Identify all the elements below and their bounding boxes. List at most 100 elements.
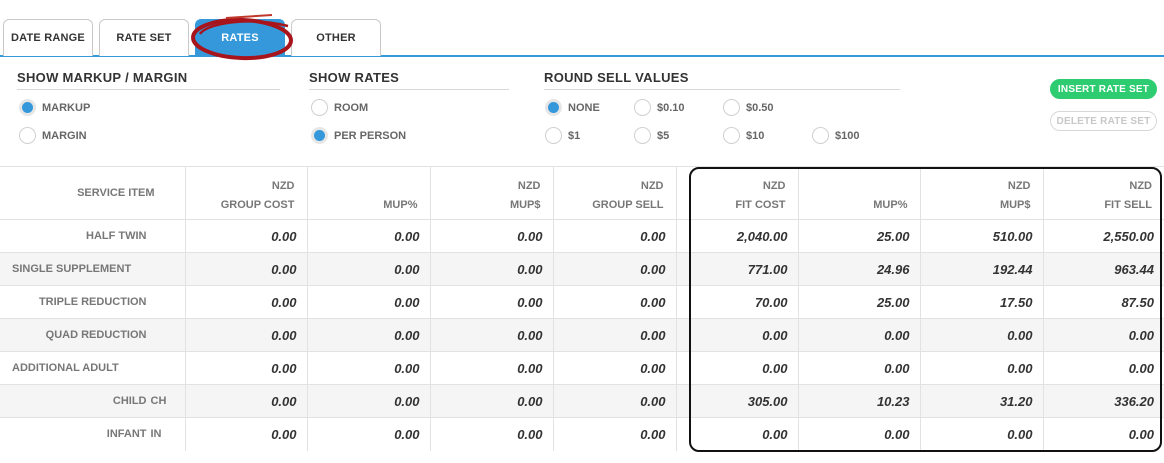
rate-value-cell[interactable]: 0.00 bbox=[675, 318, 798, 352]
rate-value-cell[interactable]: 0.00 bbox=[552, 384, 676, 418]
radio-unselected-icon bbox=[723, 127, 740, 144]
rate-value-cell[interactable]: 0.00 bbox=[184, 252, 307, 286]
rate-value-cell[interactable]: 0.00 bbox=[552, 285, 676, 319]
rate-value-cell[interactable]: 87.50 bbox=[1042, 285, 1164, 319]
tab-rate-set[interactable]: RATE SET bbox=[99, 19, 189, 56]
rate-value-cell[interactable]: 2,550.00 bbox=[1042, 219, 1164, 253]
rate-value-cell[interactable]: 510.00 bbox=[919, 219, 1043, 253]
rate-value-cell[interactable]: 0.00 bbox=[306, 417, 430, 451]
rate-value-cell[interactable]: 0.00 bbox=[552, 351, 676, 385]
rate-value-cell[interactable]: 305.00 bbox=[675, 384, 798, 418]
rate-value-cell[interactable]: 0.00 bbox=[184, 219, 307, 253]
radio-label: $1 bbox=[568, 129, 581, 142]
tab-other[interactable]: OTHER bbox=[291, 19, 381, 56]
rate-value-cell[interactable]: 0.00 bbox=[919, 417, 1043, 451]
rate-value-cell[interactable]: 0.00 bbox=[675, 351, 798, 385]
radio-label: MARGIN bbox=[42, 129, 87, 142]
radio-round-0-10[interactable]: $0.10 bbox=[634, 99, 685, 116]
rate-value-cell[interactable]: 0.00 bbox=[1042, 351, 1164, 385]
service-item-label: ADDITIONAL ADULT bbox=[12, 362, 119, 374]
rate-value-cell[interactable]: 0.00 bbox=[919, 318, 1043, 352]
radio-selected-icon bbox=[545, 99, 562, 116]
rate-value-cell[interactable]: 0.00 bbox=[429, 219, 553, 253]
currency-label: NZD bbox=[762, 180, 786, 192]
rate-value-cell[interactable]: 0.00 bbox=[552, 318, 676, 352]
rate-value-cell[interactable]: 0.00 bbox=[429, 417, 553, 451]
rate-value-cell[interactable]: 0.00 bbox=[429, 252, 553, 286]
tab-bar: DATE RANGE RATE SET RATES OTHER bbox=[0, 0, 1164, 57]
column-header: NZD GROUP COST bbox=[184, 166, 307, 220]
column-header-label: FIT COST bbox=[735, 199, 786, 211]
rate-value-cell[interactable]: 0.00 bbox=[184, 351, 307, 385]
radio-label: $0.50 bbox=[746, 101, 774, 114]
rate-value-cell[interactable]: 0.00 bbox=[306, 252, 430, 286]
rate-value-cell[interactable]: 0.00 bbox=[306, 285, 430, 319]
rate-value-cell[interactable]: 0.00 bbox=[306, 318, 430, 352]
service-item-label: CHILD bbox=[112, 395, 147, 407]
rate-value-cell[interactable]: 0.00 bbox=[184, 285, 307, 319]
rate-value-cell[interactable]: 336.20 bbox=[1042, 384, 1164, 418]
rate-value-cell[interactable]: 0.00 bbox=[429, 351, 553, 385]
tab-date-range[interactable]: DATE RANGE bbox=[3, 19, 93, 56]
column-header: MUP% bbox=[306, 166, 430, 220]
rate-value-cell[interactable]: 0.00 bbox=[184, 318, 307, 352]
currency-label: NZD bbox=[1129, 180, 1152, 192]
markup-group-title: SHOW MARKUP / MARGIN bbox=[17, 70, 280, 90]
rate-value-cell[interactable]: 31.20 bbox=[919, 384, 1043, 418]
rate-value-cell[interactable]: 0.00 bbox=[184, 384, 307, 418]
insert-rate-set-button[interactable]: INSERT RATE SET bbox=[1050, 79, 1157, 99]
rate-value-cell[interactable]: 0.00 bbox=[306, 384, 430, 418]
rate-value-cell[interactable]: 0.00 bbox=[675, 417, 798, 451]
rate-value-cell[interactable]: 0.00 bbox=[919, 351, 1043, 385]
column-header-label: MUP% bbox=[383, 199, 418, 211]
rate-value-cell[interactable]: 10.23 bbox=[797, 384, 920, 418]
radio-unselected-icon bbox=[19, 127, 36, 144]
rate-value-cell[interactable]: 0.00 bbox=[429, 318, 553, 352]
radio-markup[interactable]: MARKUP bbox=[19, 99, 90, 116]
radio-label: $0.10 bbox=[657, 101, 685, 114]
rate-value-cell[interactable]: 0.00 bbox=[797, 351, 920, 385]
radio-round-1[interactable]: $1 bbox=[545, 127, 580, 144]
rate-value-cell[interactable]: 17.50 bbox=[919, 285, 1043, 319]
rate-value-cell[interactable]: 70.00 bbox=[675, 285, 798, 319]
rate-value-cell[interactable]: 25.00 bbox=[797, 219, 920, 253]
column-header-label: GROUP COST bbox=[220, 199, 295, 211]
radio-round-0-50[interactable]: $0.50 bbox=[723, 99, 774, 116]
table-row: CHILD CH 0.00 0.00 0.00 0.00 305.00 10.23 31.20 3… bbox=[0, 384, 1164, 418]
rate-value-cell[interactable]: 0.00 bbox=[429, 285, 553, 319]
rate-value-cell[interactable]: 0.00 bbox=[429, 384, 553, 418]
currency-label: NZD bbox=[271, 180, 295, 192]
rate-value-cell[interactable]: 192.44 bbox=[919, 252, 1043, 286]
table-row: HALF TWIN 0.00 0.00 0.00 0.00 2,040.00 25.00 51… bbox=[0, 219, 1164, 253]
radio-round-none[interactable]: NONE bbox=[545, 99, 600, 116]
radio-round-5[interactable]: $5 bbox=[634, 127, 669, 144]
service-item-cell: INFANT IN bbox=[0, 417, 185, 451]
rate-value-cell[interactable]: 24.96 bbox=[797, 252, 920, 286]
rate-value-cell[interactable]: 0.00 bbox=[1042, 318, 1164, 352]
rate-value-cell[interactable]: 0.00 bbox=[552, 252, 676, 286]
rate-value-cell[interactable]: 0.00 bbox=[797, 318, 920, 352]
rate-value-cell[interactable]: 963.44 bbox=[1042, 252, 1164, 286]
rate-value-cell[interactable]: 0.00 bbox=[306, 351, 430, 385]
tab-rates[interactable]: RATES bbox=[195, 19, 285, 56]
rate-value-cell[interactable]: 0.00 bbox=[306, 219, 430, 253]
rate-value-cell[interactable]: 0.00 bbox=[1042, 417, 1164, 451]
radio-margin[interactable]: MARGIN bbox=[19, 127, 87, 144]
radio-round-10[interactable]: $10 bbox=[723, 127, 764, 144]
radio-room[interactable]: ROOM bbox=[311, 99, 368, 116]
rate-value-cell[interactable]: 2,040.00 bbox=[675, 219, 798, 253]
service-item-cell: SINGLE SUPPLEMENT bbox=[0, 252, 185, 286]
rate-value-cell[interactable]: 0.00 bbox=[184, 417, 307, 451]
rate-value-cell[interactable]: 25.00 bbox=[797, 285, 920, 319]
delete-rate-set-button[interactable]: DELETE RATE SET bbox=[1050, 111, 1157, 131]
radio-label: $10 bbox=[746, 129, 765, 142]
radio-per-person[interactable]: PER PERSON bbox=[311, 127, 406, 144]
column-header: NZD MUP$ bbox=[429, 166, 553, 220]
column-header: SERVICE ITEM bbox=[0, 166, 185, 220]
rate-value-cell[interactable]: 0.00 bbox=[797, 417, 920, 451]
rate-value-cell[interactable]: 0.00 bbox=[552, 219, 676, 253]
rate-value-cell[interactable]: 0.00 bbox=[552, 417, 676, 451]
rate-value-cell[interactable]: 771.00 bbox=[675, 252, 798, 286]
radio-round-100[interactable]: $100 bbox=[812, 127, 859, 144]
currency-label: NZD bbox=[640, 180, 664, 192]
